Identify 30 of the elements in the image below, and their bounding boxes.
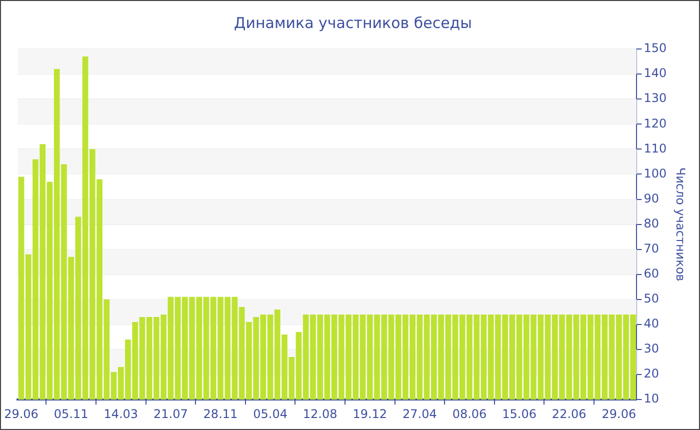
x-tick-label: 28.11 <box>203 406 238 421</box>
x-tick-label: 29.06 <box>602 406 636 421</box>
x-tick-label: 05.11 <box>54 406 88 421</box>
x-tick-label: 22.06 <box>552 406 586 421</box>
y-tick-label: 110 <box>644 141 667 156</box>
x-tick-label: 05.04 <box>253 406 288 421</box>
y-tick-label: 80 <box>644 216 659 230</box>
y-tick-label: 20 <box>644 366 659 381</box>
y-axis-title: Число участников <box>674 167 688 282</box>
y-tick-label: 40 <box>644 316 659 331</box>
x-tick-label: 12.08 <box>302 406 338 421</box>
y-tick-label: 140 <box>644 66 667 80</box>
x-tick-label: 08.06 <box>452 406 487 421</box>
x-tick-label: 14.03 <box>104 406 138 421</box>
y-tick-label: 70 <box>644 241 659 256</box>
y-tick-label: 60 <box>644 266 659 281</box>
y-tick-label: 120 <box>644 116 667 130</box>
x-tick-label: 27.04 <box>402 406 437 421</box>
x-tick-label: 29.06 <box>4 406 38 421</box>
y-tick-label: 150 <box>644 41 667 56</box>
y-tick-label: 90 <box>644 191 659 206</box>
x-tick-label: 21.07 <box>153 406 188 421</box>
x-tick-label: 19.12 <box>352 406 388 421</box>
y-tick-label: 100 <box>644 166 667 180</box>
y-tick-label: 30 <box>644 342 659 356</box>
y-tick-label: 10 <box>644 392 659 406</box>
y-tick-label: 50 <box>644 292 659 306</box>
y-tick-label: 130 <box>644 91 667 106</box>
chart-title: Динамика участников беседы <box>234 14 472 32</box>
x-tick-label: 15.06 <box>502 406 536 421</box>
